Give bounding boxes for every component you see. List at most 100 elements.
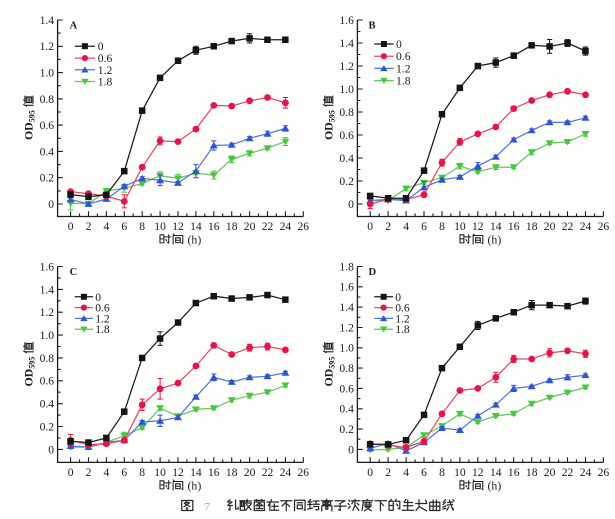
svg-text:16: 16: [208, 466, 220, 479]
svg-text:2: 2: [385, 466, 391, 479]
svg-text:(h): (h): [188, 479, 202, 493]
svg-text:0: 0: [348, 198, 354, 211]
svg-text:1.2: 1.2: [95, 312, 110, 325]
svg-text:8: 8: [139, 220, 145, 233]
svg-text:1.2: 1.2: [40, 306, 55, 319]
svg-text:0: 0: [48, 443, 54, 456]
svg-text:10: 10: [454, 220, 466, 233]
svg-text:0.6: 0.6: [98, 52, 113, 65]
svg-text:0.8: 0.8: [339, 362, 354, 375]
svg-text:2: 2: [86, 466, 92, 479]
svg-text:0.8: 0.8: [40, 352, 55, 365]
svg-text:18: 18: [226, 466, 238, 479]
svg-text:20: 20: [244, 220, 256, 233]
svg-text:12: 12: [472, 220, 484, 233]
svg-text:0.6: 0.6: [339, 129, 354, 142]
svg-text:20: 20: [244, 466, 256, 479]
svg-text:8: 8: [439, 220, 445, 233]
svg-text:1.4: 1.4: [339, 37, 354, 50]
svg-text:D: D: [369, 267, 377, 278]
svg-text:1.0: 1.0: [40, 329, 55, 342]
svg-text:4: 4: [403, 220, 409, 233]
svg-text:16: 16: [508, 466, 520, 479]
svg-text:0: 0: [48, 198, 54, 211]
svg-text:0: 0: [68, 466, 74, 479]
svg-text:1.2: 1.2: [339, 60, 354, 73]
svg-text:22: 22: [562, 466, 574, 479]
svg-text:0.6: 0.6: [40, 119, 55, 132]
svg-text:10: 10: [154, 220, 166, 233]
svg-text:1.0: 1.0: [40, 67, 55, 80]
svg-text:1.0: 1.0: [339, 83, 354, 96]
svg-text:26: 26: [598, 466, 610, 479]
svg-text:2: 2: [385, 220, 391, 233]
svg-text:14: 14: [190, 466, 202, 479]
svg-text:22: 22: [562, 220, 574, 233]
svg-text:0: 0: [395, 291, 401, 304]
svg-text:22: 22: [262, 466, 274, 479]
svg-text:0: 0: [367, 220, 373, 233]
svg-text:0.2: 0.2: [40, 420, 55, 433]
svg-text:0.4: 0.4: [40, 398, 55, 411]
svg-text:1.6: 1.6: [40, 260, 55, 273]
svg-text:24: 24: [280, 466, 292, 479]
svg-text:14: 14: [190, 220, 202, 233]
svg-text:1.0: 1.0: [339, 342, 354, 355]
svg-text:26: 26: [598, 220, 610, 233]
svg-text:0: 0: [348, 443, 354, 456]
svg-text:1.8: 1.8: [98, 76, 113, 89]
svg-text:24: 24: [580, 466, 592, 479]
svg-text:0.4: 0.4: [339, 403, 354, 416]
svg-text:0.6: 0.6: [396, 50, 411, 63]
svg-text:6: 6: [421, 466, 427, 479]
svg-text:12: 12: [172, 220, 184, 233]
svg-text:0.6: 0.6: [339, 382, 354, 395]
svg-text:1.2: 1.2: [339, 321, 354, 334]
svg-text:1.4: 1.4: [40, 14, 55, 27]
svg-text:26: 26: [298, 220, 310, 233]
svg-text:0: 0: [95, 291, 101, 304]
svg-text:10: 10: [154, 466, 166, 479]
svg-text:22: 22: [262, 220, 274, 233]
svg-text:0: 0: [98, 40, 104, 53]
svg-text:20: 20: [544, 466, 556, 479]
svg-text:10: 10: [454, 466, 466, 479]
svg-text:A: A: [70, 21, 78, 32]
svg-text:4: 4: [104, 466, 110, 479]
svg-text:8: 8: [439, 466, 445, 479]
svg-text:(h): (h): [488, 479, 502, 493]
svg-text:B: B: [369, 21, 376, 32]
svg-text:16: 16: [208, 220, 220, 233]
svg-text:0.2: 0.2: [339, 423, 354, 436]
svg-text:1.2: 1.2: [40, 40, 55, 53]
svg-text:0.6: 0.6: [395, 302, 410, 315]
svg-text:18: 18: [526, 220, 538, 233]
svg-text:18: 18: [226, 220, 238, 233]
svg-text:(h): (h): [488, 233, 502, 247]
svg-text:6: 6: [421, 220, 427, 233]
svg-text:1.2: 1.2: [396, 62, 411, 75]
svg-text:1.2: 1.2: [395, 312, 410, 325]
svg-text:0: 0: [367, 466, 373, 479]
svg-text:12: 12: [472, 466, 484, 479]
svg-text:0.4: 0.4: [40, 145, 55, 158]
svg-text:0.8: 0.8: [339, 106, 354, 119]
svg-text:1.8: 1.8: [395, 323, 410, 336]
svg-text:0: 0: [68, 220, 74, 233]
svg-text:0.2: 0.2: [40, 172, 55, 185]
svg-text:14: 14: [490, 466, 502, 479]
svg-text:0.2: 0.2: [339, 175, 354, 188]
svg-text:4: 4: [104, 220, 110, 233]
svg-text:0.6: 0.6: [40, 375, 55, 388]
svg-text:26: 26: [298, 466, 310, 479]
svg-text:7: 7: [204, 499, 210, 513]
svg-text:16: 16: [508, 220, 520, 233]
svg-text:20: 20: [544, 220, 556, 233]
svg-text:1.8: 1.8: [95, 323, 110, 336]
svg-text:14: 14: [490, 220, 502, 233]
svg-text:1.4: 1.4: [339, 301, 354, 314]
svg-text:4: 4: [403, 466, 409, 479]
svg-text:24: 24: [280, 220, 292, 233]
svg-text:1.6: 1.6: [339, 281, 354, 294]
svg-text:12: 12: [172, 466, 184, 479]
